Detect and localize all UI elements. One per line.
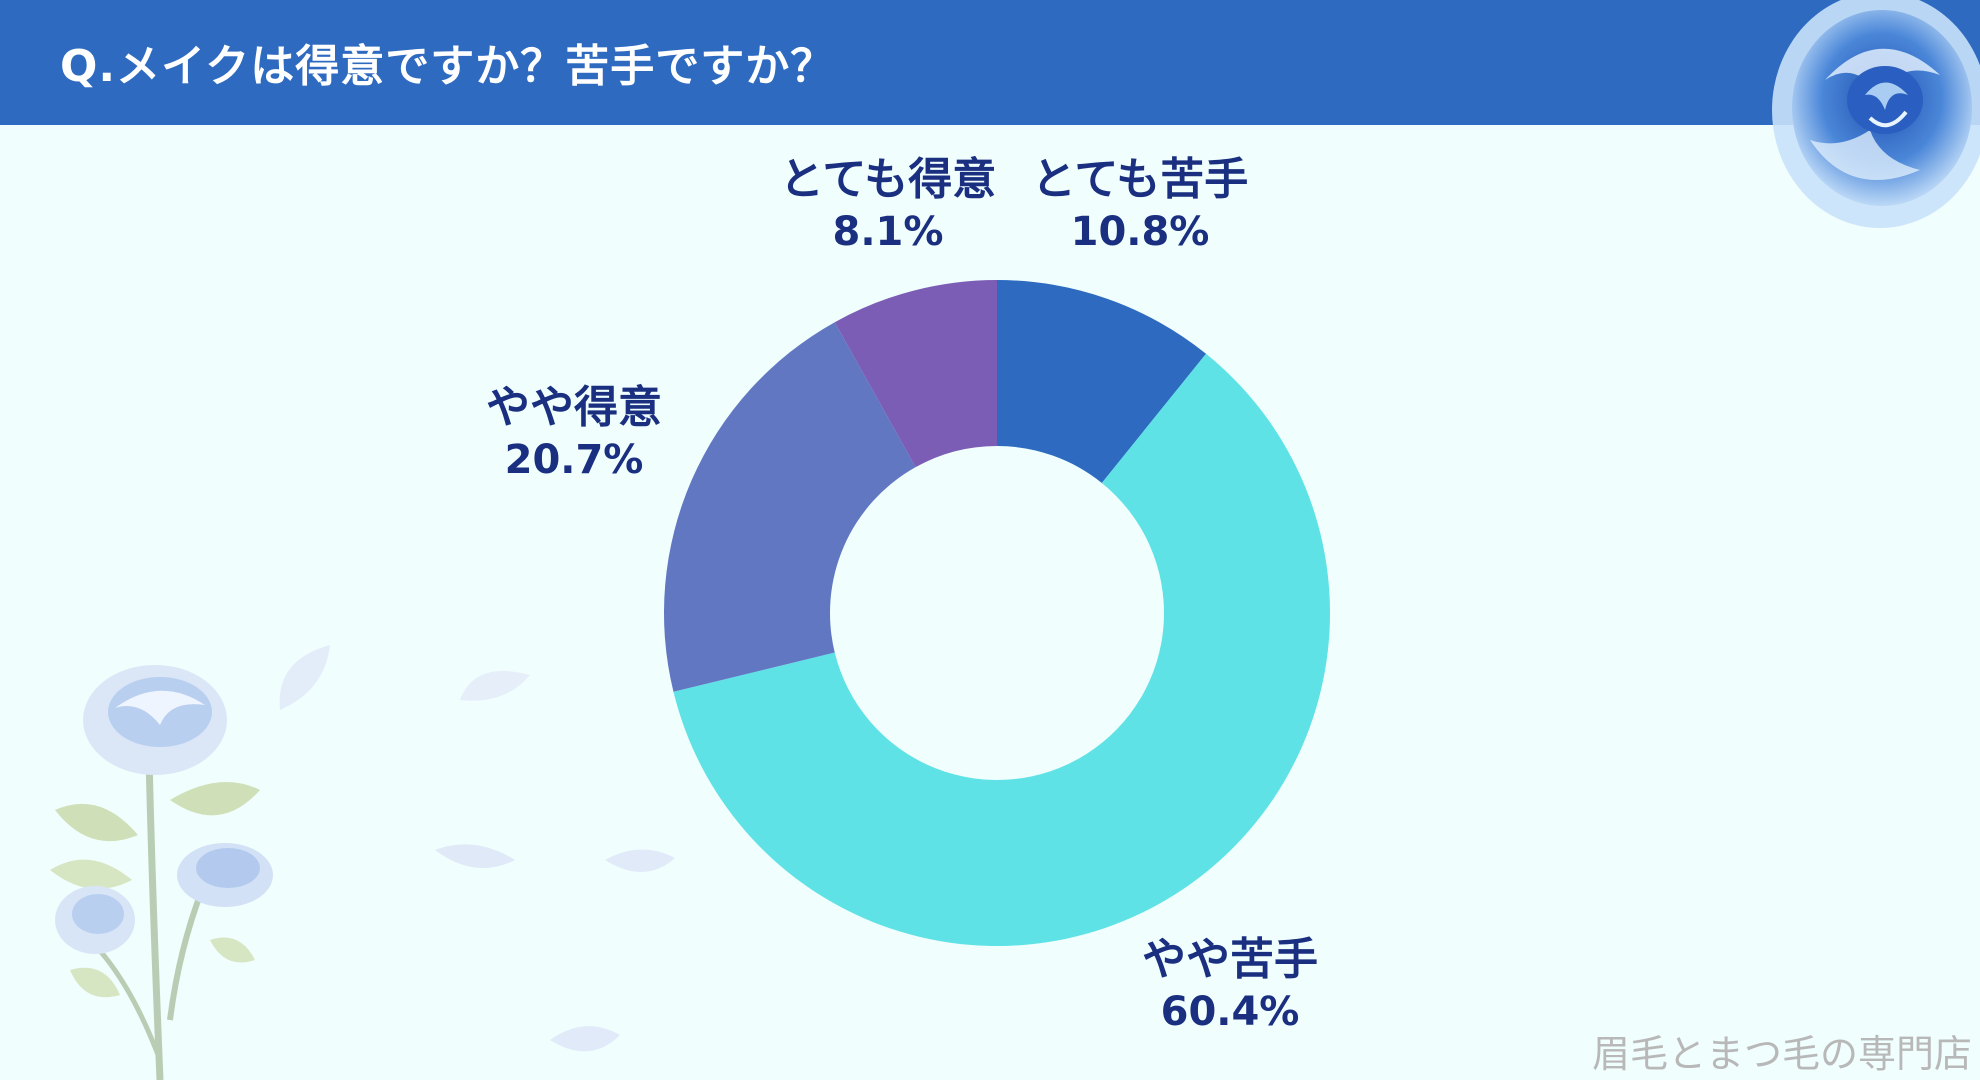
label-yaya-nigate: やや苦手 60.4% bbox=[1080, 932, 1380, 1037]
donut-slice bbox=[673, 353, 1330, 947]
label-category: やや苦手 bbox=[1142, 934, 1318, 985]
label-yaya-tokui: やや得意 20.7% bbox=[424, 380, 724, 485]
label-percent: 8.1% bbox=[832, 209, 944, 255]
blue-rose-icon bbox=[1772, 0, 1980, 228]
petal-icon bbox=[605, 849, 675, 873]
brand-watermark: 眉毛とまつ毛の専門店 bbox=[1591, 1032, 1972, 1076]
donut-slice bbox=[664, 322, 916, 692]
petal-icon bbox=[279, 645, 330, 710]
petal-icon bbox=[460, 670, 530, 701]
petal-icon bbox=[550, 1026, 620, 1052]
label-percent: 20.7% bbox=[504, 437, 644, 483]
label-percent: 60.4% bbox=[1160, 989, 1300, 1035]
donut-slice bbox=[997, 280, 1207, 483]
donut-slice bbox=[834, 280, 997, 468]
petal-icon bbox=[435, 844, 515, 868]
header-bar: Q.メイクは得意ですか？苦手ですか？ bbox=[0, 0, 1980, 125]
label-totemo-nigate: とても苦手 10.8% bbox=[990, 152, 1290, 257]
label-totemo-tokui: とても得意 8.1% bbox=[738, 152, 1038, 257]
label-percent: 10.8% bbox=[1070, 209, 1210, 255]
rose-plant-icon bbox=[50, 665, 273, 1080]
label-category: とても苦手 bbox=[1031, 154, 1249, 205]
label-category: とても得意 bbox=[779, 154, 997, 205]
label-category: やや得意 bbox=[486, 382, 662, 433]
page-title: Q.メイクは得意ですか？苦手ですか？ bbox=[60, 41, 836, 92]
